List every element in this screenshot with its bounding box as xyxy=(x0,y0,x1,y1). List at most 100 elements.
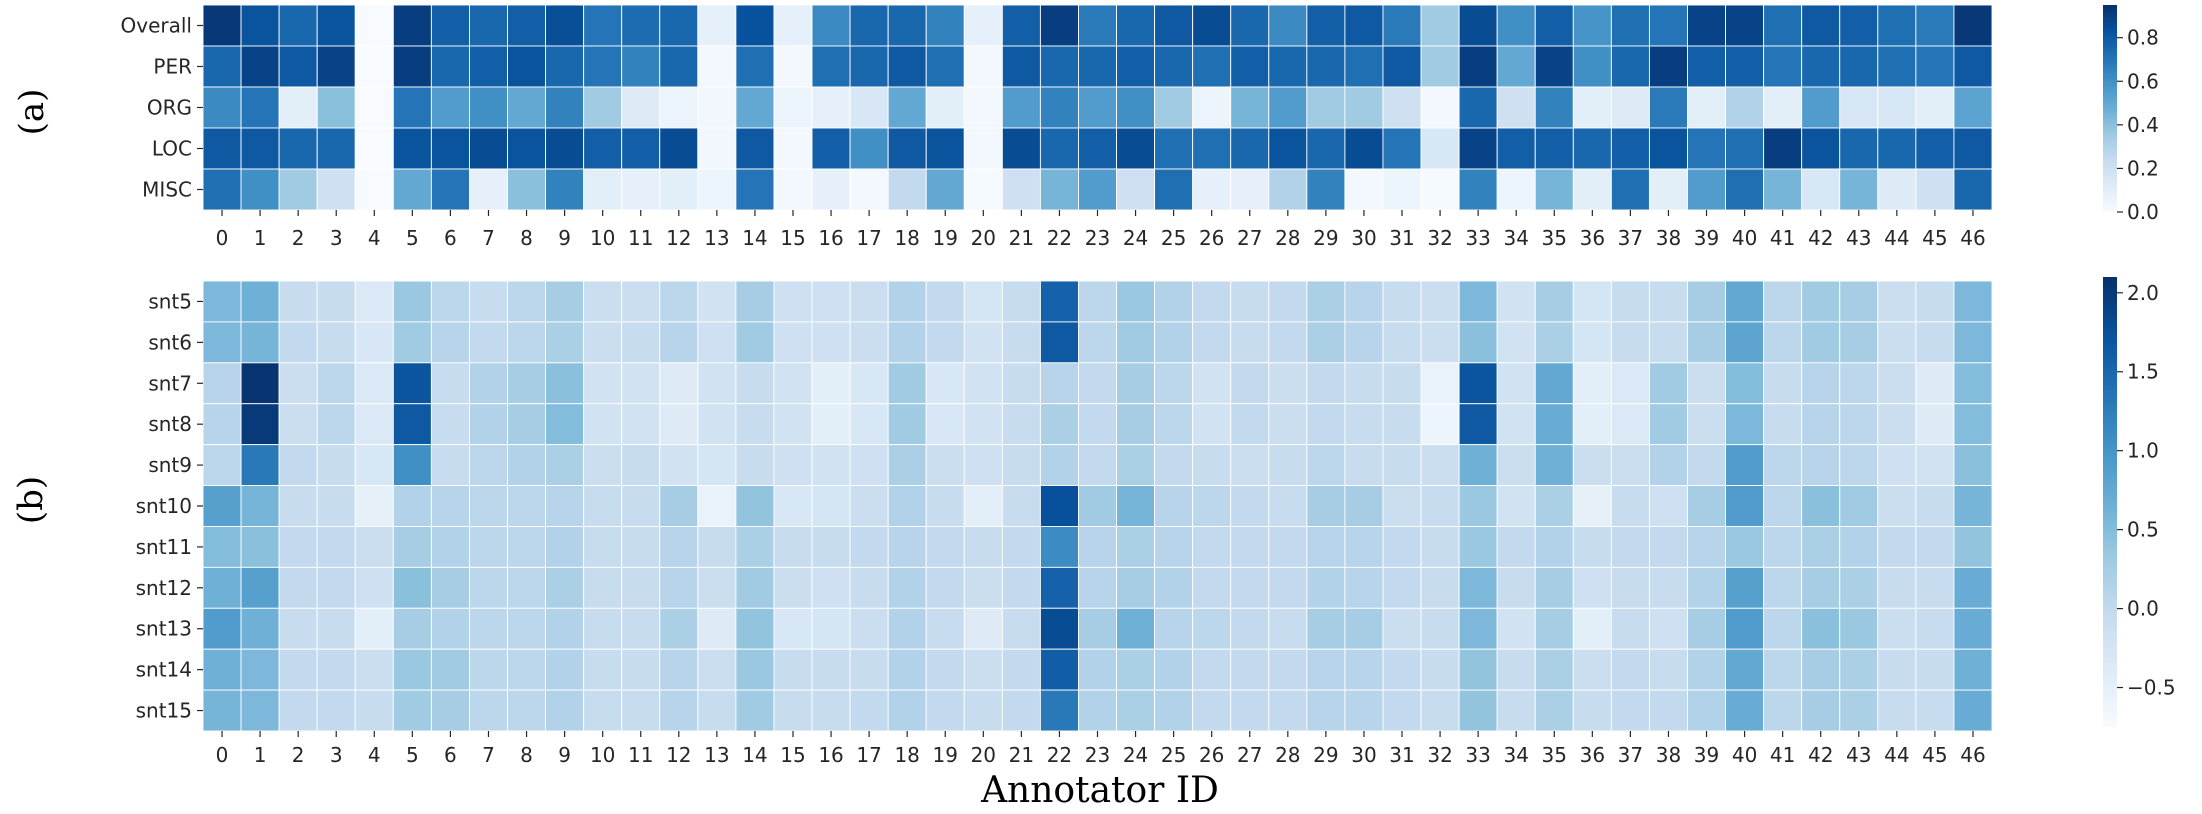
panel-a-cell-PER-21 xyxy=(1001,45,1041,88)
panel-b: snt5 snt6 snt7 snt8 snt9 snt10 snt11 snt12 snt13… xyxy=(136,277,2176,767)
panel-b-cell-snt10-7 xyxy=(469,485,508,527)
panel-a-cell-LOC-44 xyxy=(1877,127,1917,170)
panel-b-cell-snt11-15 xyxy=(773,526,813,568)
panel-b-cell-snt5-16 xyxy=(811,280,851,323)
panel-b-cell-snt11-35 xyxy=(1534,526,1574,568)
panel-b-cell-snt15-12 xyxy=(659,689,699,732)
panel-a-cell-LOC-9 xyxy=(545,127,585,170)
panel-a-cell-Overall-19 xyxy=(925,4,965,47)
panel-b-cell-snt8-39 xyxy=(1687,403,1726,446)
panel-b-cell-snt9-0 xyxy=(202,444,242,487)
panel-b-cell-snt13-29 xyxy=(1306,607,1346,650)
panel-a-cell-PER-43 xyxy=(1839,45,1879,88)
panel-b-cell-snt5-39 xyxy=(1687,280,1726,323)
panel-b-cell-snt12-14 xyxy=(735,566,775,609)
panel-a-cell-ORG-36 xyxy=(1572,86,1612,129)
panel-b-cell-snt13-1 xyxy=(240,607,280,650)
panel-a-cell-ORG-28 xyxy=(1268,86,1308,129)
panel-a-label: (a) xyxy=(12,89,52,136)
panel-b-cell-snt13-6 xyxy=(430,607,470,650)
panel-b-cell-snt9-36 xyxy=(1572,444,1612,487)
panel-a-cell-ORG-3 xyxy=(316,86,356,129)
panel-b-cell-snt10-24 xyxy=(1116,485,1156,527)
panel-b-cell-snt13-27 xyxy=(1230,607,1270,650)
panel-b-cell-snt15-44 xyxy=(1877,689,1917,732)
panel-b-cell-snt8-11 xyxy=(621,403,661,446)
panel-b-cell-snt14-23 xyxy=(1078,648,1117,691)
panel-b-cell-snt10-32 xyxy=(1420,485,1460,527)
panel-a-cell-LOC-11 xyxy=(621,127,661,170)
panel-b-cell-snt13-46 xyxy=(1953,607,1993,650)
panel-b-cell-snt15-11 xyxy=(621,689,661,732)
panel-b-cell-snt12-42 xyxy=(1801,566,1841,609)
panel-a-cell-MISC-31 xyxy=(1382,168,1422,211)
panel-b-cell-snt9-22 xyxy=(1039,444,1079,487)
panel-b-cell-snt5-29 xyxy=(1306,280,1346,323)
panel-b-cell-snt6-37 xyxy=(1610,321,1650,364)
panel-b-row-label: snt10 xyxy=(136,494,192,518)
panel-b-cell-snt9-9 xyxy=(545,444,585,487)
panel-a-cell-ORG-40 xyxy=(1725,86,1765,129)
panel-b-cell-snt14-24 xyxy=(1116,648,1156,691)
panel-a-cell-Overall-42 xyxy=(1801,4,1841,47)
panel-b-cell-snt5-46 xyxy=(1953,280,1993,323)
panel-b-cell-snt7-3 xyxy=(316,362,356,405)
panel-a-col-label: 9 xyxy=(558,226,571,250)
panel-b-cell-snt13-10 xyxy=(583,607,623,650)
panel-a-cell-MISC-34 xyxy=(1496,168,1536,211)
panel-b-cell-snt11-7 xyxy=(469,526,508,568)
panel-b-cell-snt7-41 xyxy=(1763,362,1803,405)
panel-b-col-label: 35 xyxy=(1542,743,1567,767)
panel-b-cell-snt12-41 xyxy=(1763,566,1803,609)
panel-b-cell-snt13-43 xyxy=(1839,607,1879,650)
panel-b-cell-snt9-12 xyxy=(659,444,699,487)
panel-b-cell-snt8-45 xyxy=(1915,403,1955,446)
panel-b-cell-snt12-16 xyxy=(811,566,851,609)
panel-b-cell-snt13-19 xyxy=(925,607,965,650)
panel-a-cell-PER-3 xyxy=(316,45,356,88)
panel-a-cell-MISC-24 xyxy=(1116,168,1156,211)
panel-b-cell-snt12-18 xyxy=(887,566,927,609)
panel-a-cell-PER-16 xyxy=(811,45,851,88)
panel-a-cell-LOC-33 xyxy=(1458,127,1498,170)
panel-a-row-label: ORG xyxy=(147,96,192,120)
panel-a-cell-Overall-30 xyxy=(1344,4,1384,47)
panel-b-cell-snt6-28 xyxy=(1268,321,1308,364)
panel-b-col-label: 33 xyxy=(1465,743,1490,767)
panel-a-cell-MISC-7 xyxy=(469,168,508,211)
panel-a-cell-Overall-12 xyxy=(659,4,699,47)
panel-b-col-label: 44 xyxy=(1884,743,1909,767)
panel-b-cell-snt13-23 xyxy=(1078,607,1117,650)
panel-a-cell-ORG-4 xyxy=(354,86,394,129)
panel-a-cell-PER-15 xyxy=(773,45,813,88)
panel-b-cell-snt14-0 xyxy=(202,648,242,691)
panel-a-cell-MISC-9 xyxy=(545,168,585,211)
panel-b-cell-snt9-6 xyxy=(430,444,470,487)
panel-b-col-label: 27 xyxy=(1237,743,1262,767)
panel-a-col-label: 27 xyxy=(1237,226,1262,250)
panel-b-cell-snt11-14 xyxy=(735,526,775,568)
panel-b-colorbar-label: 1.0 xyxy=(2127,439,2159,463)
panel-b-cell-snt14-29 xyxy=(1306,648,1346,691)
panel-b-col-label: 40 xyxy=(1732,743,1757,767)
panel-b-cell-snt10-34 xyxy=(1496,485,1536,527)
panel-b-cell-snt13-32 xyxy=(1420,607,1460,650)
panel-b-cell-snt13-0 xyxy=(202,607,242,650)
panel-a-cell-Overall-24 xyxy=(1116,4,1156,47)
panel-a-cell-Overall-27 xyxy=(1230,4,1270,47)
panel-b-cell-snt13-28 xyxy=(1268,607,1308,650)
panel-b-cell-snt11-29 xyxy=(1306,526,1346,568)
panel-b-cell-snt14-40 xyxy=(1725,648,1765,691)
panel-a-cell-ORG-38 xyxy=(1648,86,1688,129)
panel-a-cell-Overall-13 xyxy=(697,4,737,47)
panel-a-col-label: 37 xyxy=(1618,226,1643,250)
panel-a-cell-ORG-13 xyxy=(697,86,737,129)
panel-b-cell-snt7-33 xyxy=(1458,362,1498,405)
panel-b-cell-snt15-36 xyxy=(1572,689,1612,732)
panel-b-col-label: 43 xyxy=(1846,743,1871,767)
panel-a-cell-ORG-22 xyxy=(1039,86,1079,129)
panel-a-cell-Overall-45 xyxy=(1915,4,1955,47)
panel-a-col-label: 10 xyxy=(590,226,615,250)
panel-b-cell-snt14-9 xyxy=(545,648,585,691)
panel-b-row-label: snt15 xyxy=(136,699,192,723)
